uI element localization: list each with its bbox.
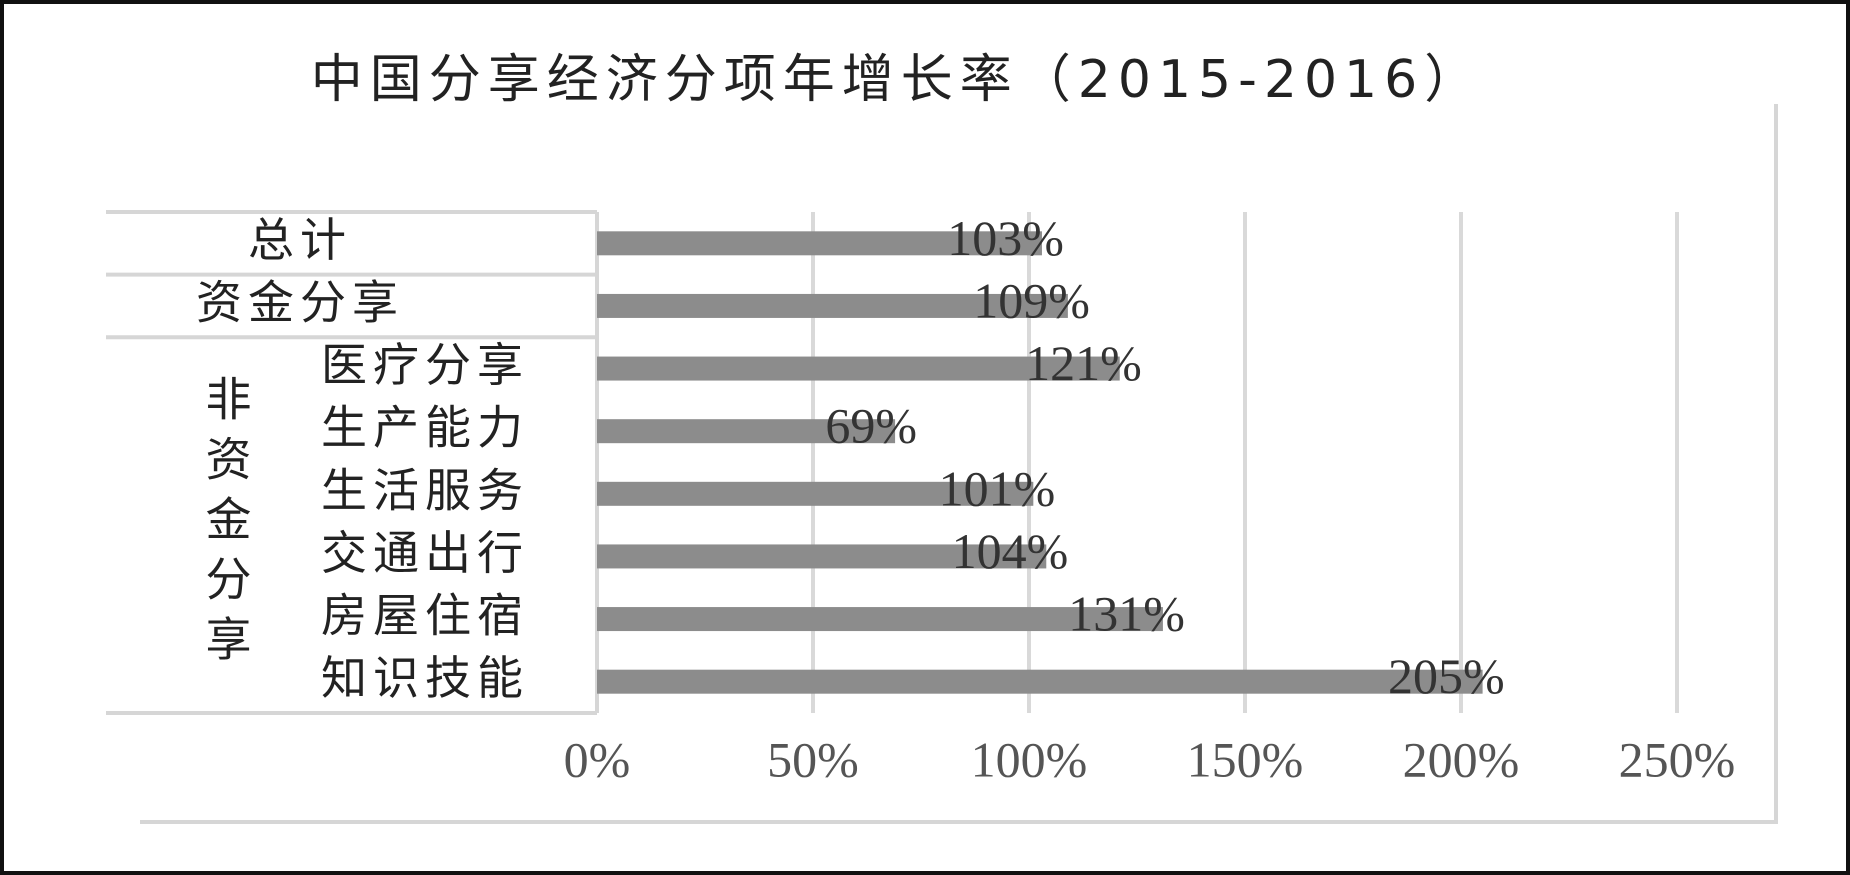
category-label: 总计 bbox=[248, 213, 352, 267]
category-label: 生产能力 bbox=[321, 401, 529, 455]
value-label: 109% bbox=[973, 272, 1090, 328]
bar bbox=[597, 669, 1483, 694]
plot: 0% 50% 100% 150% 200% 250% 非资金分享 总计 103% 资金分享 109%… bbox=[106, 210, 1736, 787]
bar bbox=[597, 356, 1120, 381]
bar bbox=[597, 231, 1042, 256]
x-tick-label: 0% bbox=[564, 731, 631, 787]
category-group-label: 非资金分享 bbox=[199, 375, 253, 675]
bar bbox=[597, 419, 896, 444]
value-label: 101% bbox=[939, 460, 1056, 516]
value-label: 69% bbox=[825, 398, 917, 454]
value-label: 131% bbox=[1068, 586, 1185, 642]
value-label: 103% bbox=[947, 210, 1064, 266]
category-label: 医疗分享 bbox=[321, 338, 529, 392]
category-label: 房屋住宿 bbox=[321, 589, 529, 643]
category-label: 交通出行 bbox=[321, 526, 529, 580]
bar bbox=[597, 481, 1034, 506]
value-label: 205% bbox=[1388, 648, 1505, 704]
category-label: 资金分享 bbox=[196, 275, 404, 329]
bar bbox=[597, 293, 1068, 318]
x-tick-label: 50% bbox=[767, 731, 859, 787]
bar bbox=[597, 607, 1163, 632]
category-label: 知识技能 bbox=[321, 651, 529, 705]
value-label: 121% bbox=[1025, 335, 1142, 391]
x-tick-label: 150% bbox=[1187, 731, 1304, 787]
category-label: 生活服务 bbox=[321, 463, 529, 517]
chart-title: 中国分享经济分项年增长率（2015-2016） bbox=[311, 50, 1483, 110]
x-tick-label: 100% bbox=[971, 731, 1088, 787]
x-tick-label: 200% bbox=[1403, 731, 1520, 787]
bar bbox=[597, 544, 1047, 569]
x-tick-label: 250% bbox=[1619, 731, 1736, 787]
value-label: 104% bbox=[952, 523, 1069, 579]
